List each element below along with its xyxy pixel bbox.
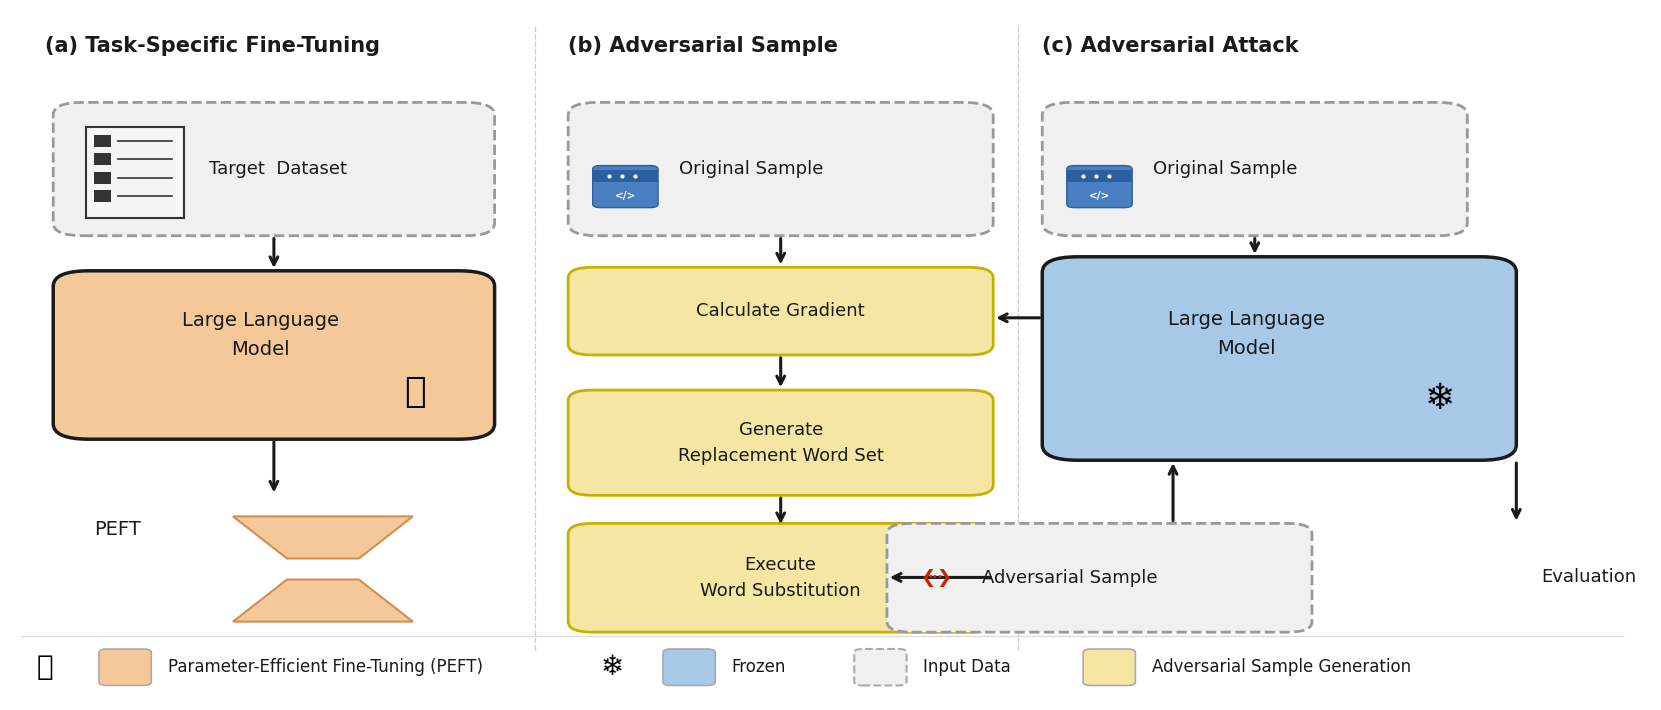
Text: Target  Dataset: Target Dataset — [209, 160, 347, 178]
FancyBboxPatch shape — [593, 165, 658, 207]
FancyBboxPatch shape — [568, 523, 993, 632]
FancyBboxPatch shape — [887, 523, 1312, 632]
FancyBboxPatch shape — [93, 190, 111, 202]
Text: (b) Adversarial Sample: (b) Adversarial Sample — [568, 36, 839, 56]
Text: (a) Task-Specific Fine-Tuning: (a) Task-Specific Fine-Tuning — [45, 36, 380, 56]
Text: ❄️: ❄️ — [601, 653, 625, 681]
FancyBboxPatch shape — [1066, 170, 1133, 182]
FancyBboxPatch shape — [1041, 257, 1516, 460]
Text: </>: </> — [1090, 191, 1110, 201]
Text: Adversarial Sample: Adversarial Sample — [982, 569, 1158, 586]
Text: ❮: ❮ — [920, 569, 937, 586]
FancyBboxPatch shape — [1041, 102, 1467, 236]
Polygon shape — [233, 579, 414, 622]
Text: Parameter-Efficient Fine-Tuning (PEFT): Parameter-Efficient Fine-Tuning (PEFT) — [168, 658, 483, 676]
FancyBboxPatch shape — [100, 649, 151, 685]
Text: Calculate Gradient: Calculate Gradient — [696, 302, 865, 320]
FancyBboxPatch shape — [568, 267, 993, 355]
FancyBboxPatch shape — [86, 127, 184, 218]
FancyBboxPatch shape — [53, 271, 495, 439]
FancyBboxPatch shape — [663, 649, 716, 685]
FancyBboxPatch shape — [854, 649, 907, 685]
FancyBboxPatch shape — [568, 102, 993, 236]
FancyBboxPatch shape — [53, 102, 495, 236]
Text: Large Language
Model: Large Language Model — [1168, 310, 1324, 359]
Text: Execute
Word Substitution: Execute Word Substitution — [701, 556, 860, 600]
FancyBboxPatch shape — [93, 172, 111, 183]
Text: Original Sample: Original Sample — [679, 160, 824, 178]
Text: (c) Adversarial Attack: (c) Adversarial Attack — [1041, 36, 1299, 56]
FancyBboxPatch shape — [1066, 165, 1133, 207]
FancyBboxPatch shape — [93, 153, 111, 165]
Text: PEFT: PEFT — [95, 520, 141, 539]
Text: Input Data: Input Data — [924, 658, 1010, 676]
Text: ❄️: ❄️ — [1425, 382, 1455, 416]
Text: Generate
Replacement Word Set: Generate Replacement Word Set — [678, 420, 884, 465]
Text: Original Sample: Original Sample — [1153, 160, 1297, 178]
Text: 🔥: 🔥 — [37, 653, 53, 681]
Text: Evaluation: Evaluation — [1541, 569, 1636, 586]
FancyBboxPatch shape — [568, 390, 993, 496]
FancyBboxPatch shape — [593, 170, 658, 182]
Text: 🔥: 🔥 — [404, 375, 425, 409]
Text: ❯: ❯ — [937, 569, 952, 586]
Text: Large Language
Model: Large Language Model — [183, 310, 339, 359]
FancyBboxPatch shape — [1083, 649, 1136, 685]
Text: ···: ··· — [928, 571, 943, 585]
Text: Frozen: Frozen — [731, 658, 786, 676]
Text: Adversarial Sample Generation: Adversarial Sample Generation — [1151, 658, 1410, 676]
Text: </>: </> — [615, 191, 636, 201]
Polygon shape — [233, 516, 414, 559]
FancyBboxPatch shape — [93, 135, 111, 147]
